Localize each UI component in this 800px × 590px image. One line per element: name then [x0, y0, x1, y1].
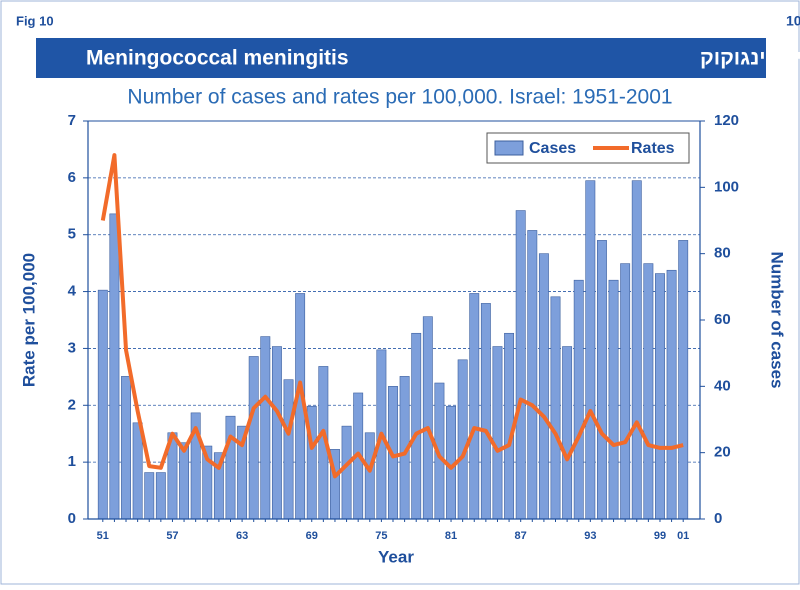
bar	[527, 230, 538, 520]
y-axis-label: Rate per 100,000	[19, 253, 38, 387]
rate-line	[100, 153, 684, 479]
bar	[492, 346, 503, 520]
bar	[260, 336, 271, 520]
bar	[608, 279, 619, 520]
bar	[643, 263, 654, 520]
x-tick-label: 51	[97, 530, 109, 542]
x-axis-label: Year	[378, 547, 414, 566]
bar	[132, 422, 143, 520]
bar	[596, 240, 607, 520]
banner	[36, 38, 766, 78]
y-tick-label: 2	[68, 396, 76, 413]
x-tick-label: 63	[236, 530, 248, 542]
x-tick-label: 01	[677, 530, 689, 542]
bar	[109, 213, 120, 520]
banner-title: Meningococcal meningitis	[86, 47, 349, 70]
bar	[469, 293, 480, 520]
y-tick-label: 1	[68, 453, 76, 470]
bar	[585, 180, 596, 520]
bar	[422, 316, 433, 520]
banner-title-he: דלקת עוצבה על ידי מנינגוקוק	[700, 47, 800, 70]
y-tick-label: 7	[68, 112, 76, 129]
bar	[411, 332, 422, 520]
y2-tick-label: 0	[714, 510, 722, 527]
bar	[179, 442, 190, 520]
bar	[550, 296, 561, 520]
x-tick-label: 57	[166, 530, 178, 542]
x-tick-label: 93	[584, 530, 596, 542]
bar	[144, 472, 155, 520]
y2-tick-label: 20	[714, 444, 731, 461]
y-tick-label: 3	[68, 339, 76, 356]
bar	[515, 210, 526, 520]
bar	[678, 240, 689, 520]
y2-tick-label: 100	[714, 178, 739, 195]
fig-label-he: תרשים 10	[786, 13, 800, 29]
bar	[283, 379, 294, 520]
y-tick-label: 5	[68, 226, 76, 243]
bar	[364, 432, 375, 520]
bar	[155, 472, 166, 520]
y2-axis-label: Number of cases	[768, 252, 787, 389]
y-tick-label: 6	[68, 169, 76, 186]
bar	[620, 263, 631, 520]
legend-swatch	[494, 140, 524, 156]
bar	[655, 273, 665, 520]
x-tick-label: 81	[445, 530, 457, 542]
bar	[457, 359, 468, 520]
y2-tick-label: 60	[714, 311, 731, 328]
bar	[121, 376, 131, 520]
bar	[538, 253, 549, 520]
bar	[341, 425, 352, 520]
y2-tick-label: 120	[714, 112, 739, 129]
fig-label: Fig 10	[16, 13, 54, 28]
bar	[666, 269, 677, 520]
legend-label: Rates	[631, 140, 675, 157]
x-tick-label: 75	[375, 530, 387, 542]
x-tick-label: 69	[306, 530, 318, 542]
bar	[631, 180, 642, 520]
legend-label: Cases	[529, 140, 576, 157]
bar	[480, 303, 491, 520]
x-tick-label: 87	[515, 530, 527, 542]
y-tick-label: 0	[68, 510, 76, 527]
chart-title: Number of cases and rates per 100,000. I…	[127, 86, 672, 109]
bar	[225, 415, 236, 520]
bar	[573, 279, 584, 520]
bar	[562, 346, 573, 520]
y-tick-label: 4	[68, 283, 77, 300]
x-tick-label: 99	[654, 530, 666, 542]
bar	[271, 346, 282, 520]
bar	[97, 289, 108, 520]
bar	[248, 356, 259, 520]
y2-tick-label: 80	[714, 245, 731, 262]
y2-tick-label: 40	[714, 377, 731, 394]
